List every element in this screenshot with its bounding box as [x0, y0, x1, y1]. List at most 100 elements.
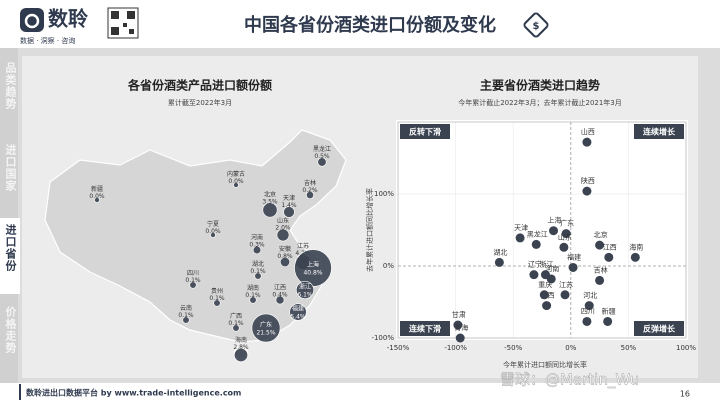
province-bubble	[189, 281, 197, 289]
province-name: 北京	[264, 190, 276, 198]
province-point	[515, 233, 525, 243]
province-share: 0.0%	[89, 193, 105, 200]
province-point	[542, 301, 552, 311]
province-bubble	[234, 348, 248, 362]
province-bubble	[252, 245, 262, 255]
province-name: 天津	[283, 195, 295, 202]
province-name: 广东	[260, 321, 272, 329]
province-point	[603, 316, 613, 326]
point-label: 广东	[560, 219, 574, 228]
province-bubble	[306, 191, 314, 199]
logo-mark	[24, 13, 40, 29]
page-title: 中国各省份酒类进口份额及变化	[244, 14, 496, 36]
point-label: 黑龙江	[527, 229, 548, 238]
province-bubble	[249, 296, 257, 304]
province-share: 0.1%	[178, 312, 194, 319]
province-bubble	[254, 272, 262, 280]
point-label: 天津	[514, 224, 528, 232]
quadrant-label: 连续增长	[643, 127, 676, 137]
province-name: 吉林	[304, 179, 316, 187]
title-icon	[523, 12, 549, 38]
province-name: 云南	[180, 304, 192, 312]
province-point	[595, 275, 605, 285]
province-point	[559, 242, 569, 252]
province-point	[584, 301, 594, 311]
province-name: 广西	[230, 312, 242, 320]
x-tick-label: 50%	[621, 344, 637, 352]
quadrant-label: 反转下滑	[409, 127, 441, 137]
y-tick-label: 0%	[383, 262, 394, 270]
quadrant-badge	[400, 321, 450, 336]
province-point	[560, 290, 570, 300]
plot-frame	[397, 121, 687, 339]
point-label: 陕西	[581, 176, 595, 185]
province-share: 5.4%	[290, 314, 306, 321]
province-share: 0.5%	[314, 153, 330, 160]
province-point	[561, 229, 571, 239]
province-share: 40.8%	[303, 270, 322, 277]
province-share: 0.4%	[272, 291, 288, 298]
point-label: 四川	[581, 307, 595, 315]
scatter-title: 主要省份酒类进口趋势	[480, 78, 600, 93]
province-share: 21.5%	[256, 330, 275, 337]
province-name: 新疆	[91, 185, 103, 193]
province-bubble	[275, 295, 285, 305]
province-point	[604, 252, 614, 262]
footer-source: 数聆进出口数据平台 by www.trade-intelligence.com	[26, 388, 241, 398]
province-point	[582, 186, 592, 196]
x-tick-label: 100%	[676, 344, 696, 352]
map-outline	[44, 129, 347, 343]
y-tick-label: 100%	[374, 190, 394, 198]
point-label: 北京	[594, 230, 608, 239]
footer-bg	[0, 383, 720, 405]
sidebar	[0, 48, 18, 383]
province-share: 0.1%	[245, 292, 261, 299]
point-label: 青海	[454, 323, 468, 332]
qr-dot	[129, 29, 134, 34]
province-share: 0.1%	[250, 268, 266, 275]
point-label: 福建	[567, 252, 581, 261]
point-label: 河南	[545, 264, 559, 273]
nav-item-active[interactable]: 进口省份	[4, 223, 18, 272]
nav-item[interactable]: 价格走势	[4, 306, 18, 354]
province-point	[494, 257, 504, 267]
nav-active-bg	[0, 218, 20, 294]
province-name: 贵州	[211, 287, 223, 295]
province-share: 2.0%	[275, 224, 291, 231]
nav-item[interactable]: 进口国家	[4, 143, 17, 192]
point-label: 河北	[583, 292, 597, 300]
province-bubble	[279, 256, 291, 268]
map-subtitle: 累计截至2022年3月	[168, 98, 232, 107]
province-point	[539, 290, 549, 300]
province-point	[568, 262, 578, 272]
quadrant-badge	[634, 124, 684, 139]
province-point	[455, 333, 465, 343]
province-point	[529, 270, 539, 280]
province-share: 0.1%	[228, 320, 244, 327]
province-name: 福建	[292, 305, 304, 313]
x-axis-label: 今年累计进口额同比增长率	[503, 360, 587, 369]
watermark: 雪球：@Martin_Wu	[500, 371, 639, 390]
plot-area	[396, 120, 688, 340]
point-label: 山西	[581, 127, 595, 136]
province-share: 0.1%	[209, 295, 225, 302]
province-point	[531, 239, 541, 249]
qr-corner	[111, 27, 119, 35]
point-label: 新疆	[602, 306, 616, 315]
page-number: 16	[680, 390, 690, 399]
province-share: 0.1%	[185, 277, 201, 284]
x-tick-label: -100%	[444, 344, 467, 352]
nav-item[interactable]: 品类趋势	[4, 62, 17, 110]
province-share: 1.4%	[281, 202, 297, 209]
province-bubble	[233, 182, 239, 188]
province-bubble	[251, 313, 281, 343]
province-name: 湖北	[252, 260, 264, 268]
province-bubble	[182, 316, 190, 324]
point-label: 辽宁	[528, 260, 542, 269]
province-point	[582, 316, 592, 326]
province-point	[582, 137, 592, 147]
province-name: 内蒙古	[227, 170, 245, 178]
province-bubble	[94, 197, 100, 203]
province-name: 黑龙江	[313, 145, 331, 153]
